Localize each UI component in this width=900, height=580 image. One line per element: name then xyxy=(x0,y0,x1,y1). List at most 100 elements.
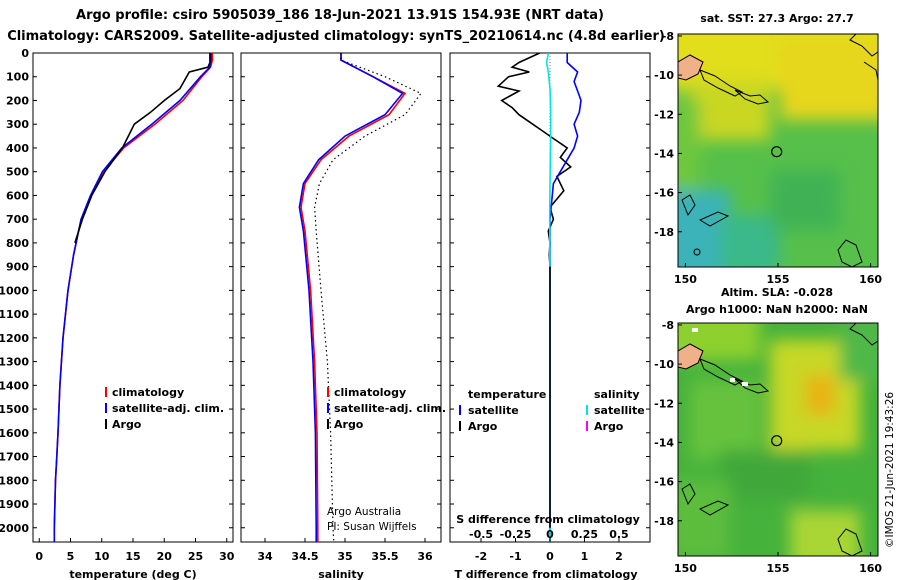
series-line-argo xyxy=(74,53,211,244)
salinity-x-axis: 34 34.5 35 35.5 36 xyxy=(257,538,433,563)
legend-label-t-argo: Argo xyxy=(468,420,498,433)
x-tick-label: 35 xyxy=(337,550,352,563)
difference-legend: temperature satellite Argo salinity sate… xyxy=(459,388,645,433)
map-x-tick-label: 160 xyxy=(859,273,882,286)
reef-coastline xyxy=(699,69,744,97)
legend-label-satellite: satellite-adj. clim. xyxy=(112,402,224,415)
s-tick-label: 0 xyxy=(546,528,554,541)
temperature-x-axis: 0 5 10 15 20 25 30 xyxy=(35,538,235,563)
legend-salinity-title: salinity xyxy=(594,388,640,401)
y-tick-label: 500 xyxy=(6,166,29,179)
legend-label-argo: Argo xyxy=(112,418,142,431)
y-tick-label: 1100 xyxy=(0,308,29,321)
legend-swatch-argo xyxy=(327,419,329,429)
x-tick-label: 35.5 xyxy=(371,550,398,563)
y-tick-label: 1700 xyxy=(0,451,29,464)
x-tick-label: 1 xyxy=(581,550,589,563)
x-tick-label: 2 xyxy=(615,550,623,563)
s-tick-label: -0.25 xyxy=(500,528,532,541)
x-tick-label: 0 xyxy=(35,550,43,563)
map-y-tick-label: -10 xyxy=(654,69,674,82)
t-difference-x-axis: -2 -1 0 1 2 xyxy=(475,538,623,563)
legend-swatch-climatology xyxy=(327,387,329,397)
s-tick-label: 0.25 xyxy=(571,528,598,541)
depth-axis: 0 100 200 300 400 500 600 700 800 900 1000 1100 1200… xyxy=(0,47,233,535)
y-tick-label: 1400 xyxy=(0,379,29,392)
legend-swatch-s-satellite xyxy=(586,405,588,415)
map-y-tick-label: -14 xyxy=(654,147,674,160)
y-tick-label: 1200 xyxy=(0,332,29,345)
sla-map-title: Altim. SLA: -0.028 xyxy=(721,286,833,299)
y-tick-label: 400 xyxy=(6,142,29,155)
argo-location-marker xyxy=(771,435,783,447)
legend-label-argo: Argo xyxy=(334,418,364,431)
x-tick-label: 0 xyxy=(546,550,554,563)
y-tick-label: 900 xyxy=(6,261,29,274)
salinity-axes-frame xyxy=(240,52,442,543)
s-difference-x-axis: -0.5 -0.25 0 0.25 0.5 xyxy=(469,528,629,541)
series-line-t-argo xyxy=(496,53,572,267)
x-tick-label: 25 xyxy=(188,550,203,563)
imos-credit: ©IMOS 21-Jun-2021 19:43:26 xyxy=(884,392,896,548)
x-tick-label: 20 xyxy=(157,550,173,563)
sla-field xyxy=(678,323,878,556)
y-tick-label: 2000 xyxy=(0,522,29,535)
legend-swatch-satellite xyxy=(105,403,107,413)
x-tick-label: 34.5 xyxy=(291,550,318,563)
x-tick-label: 15 xyxy=(125,550,140,563)
legend-label-s-satellite: satellite xyxy=(594,404,645,417)
legend-swatch-satellite xyxy=(327,403,329,413)
map-y-tick-label: -10 xyxy=(654,358,674,371)
s-difference-label: S difference from climatology xyxy=(456,513,640,526)
map-y-tick-label: -16 xyxy=(654,476,674,489)
salinity-x-label: salinity xyxy=(318,568,364,580)
map-x-tick-label: 150 xyxy=(674,562,697,575)
map-y-tick-label: -12 xyxy=(654,397,674,410)
y-tick-label: 1500 xyxy=(0,403,29,416)
legend-swatch-t-satellite xyxy=(459,405,461,415)
legend-swatch-s-argo xyxy=(586,421,588,431)
legend-swatch-t-argo xyxy=(459,421,461,431)
sla-map-subtitle: Argo h1000: NaN h2000: NaN xyxy=(686,303,868,316)
salinity-legend: climatology satellite-adj. clim. Argo xyxy=(327,386,446,431)
sst-map-panel: sat. SST: 27.3 Argo: 27.7 -8- xyxy=(654,12,882,286)
legend-temperature-title: temperature xyxy=(468,388,546,401)
map-x-tick-label: 150 xyxy=(674,273,697,286)
map-y-tick-label: -8 xyxy=(662,30,674,43)
y-tick-label: 1000 xyxy=(0,284,29,297)
legend-label-climatology: climatology xyxy=(112,386,184,399)
t-difference-label: T difference from climatology xyxy=(454,568,637,580)
y-tick-label: 1800 xyxy=(0,474,29,487)
legend-swatch-climatology xyxy=(105,387,107,397)
temperature-panel: 0 100 200 300 400 500 600 700 800 900 1000 1100 1200… xyxy=(0,47,235,580)
solomon-coast xyxy=(849,34,878,57)
figure-title-line2: Climatology: CARS2009. Satellite-adjuste… xyxy=(7,29,665,44)
map-y-tick-label: -18 xyxy=(654,515,674,528)
salinity-panel: 34 34.5 35 35.5 36 salinity climatology sate… xyxy=(240,52,446,580)
legend-label-climatology: climatology xyxy=(334,386,406,399)
argo-location-marker xyxy=(771,146,783,158)
series-line-climatology-envelope xyxy=(313,53,422,542)
y-tick-label: 800 xyxy=(6,237,29,250)
sst-map-title: sat. SST: 27.3 Argo: 27.7 xyxy=(700,12,853,25)
map-x-tick-label: 155 xyxy=(767,273,790,286)
y-tick-label: 100 xyxy=(6,71,29,84)
y-tick-label: 700 xyxy=(6,213,29,226)
pi-note: PI: Susan Wijffels xyxy=(327,521,417,533)
figure-title-line1: Argo profile: csiro 5905039_186 18-Jun-2… xyxy=(76,8,604,23)
s-tick-label: -0.5 xyxy=(469,528,493,541)
y-tick-label: 1900 xyxy=(0,498,29,511)
y-tick-label: 300 xyxy=(6,118,29,131)
s-tick-label: 0.5 xyxy=(609,528,629,541)
temperature-legend: climatology satellite-adj. clim. Argo xyxy=(105,386,224,431)
series-line-satellite-adj-clim- xyxy=(298,53,404,542)
y-tick-label: 600 xyxy=(6,189,29,202)
legend-label-s-argo: Argo xyxy=(594,420,624,433)
sla-map-panel: Altim. SLA: -0.028 Argo h1000: NaN h2000… xyxy=(654,286,882,575)
x-tick-label: -1 xyxy=(509,550,521,563)
series-line-t-satellite xyxy=(549,53,582,542)
y-tick-label: 200 xyxy=(6,94,29,107)
y-tick-label: 1600 xyxy=(0,427,29,440)
map-x-tick-label: 155 xyxy=(767,562,790,575)
